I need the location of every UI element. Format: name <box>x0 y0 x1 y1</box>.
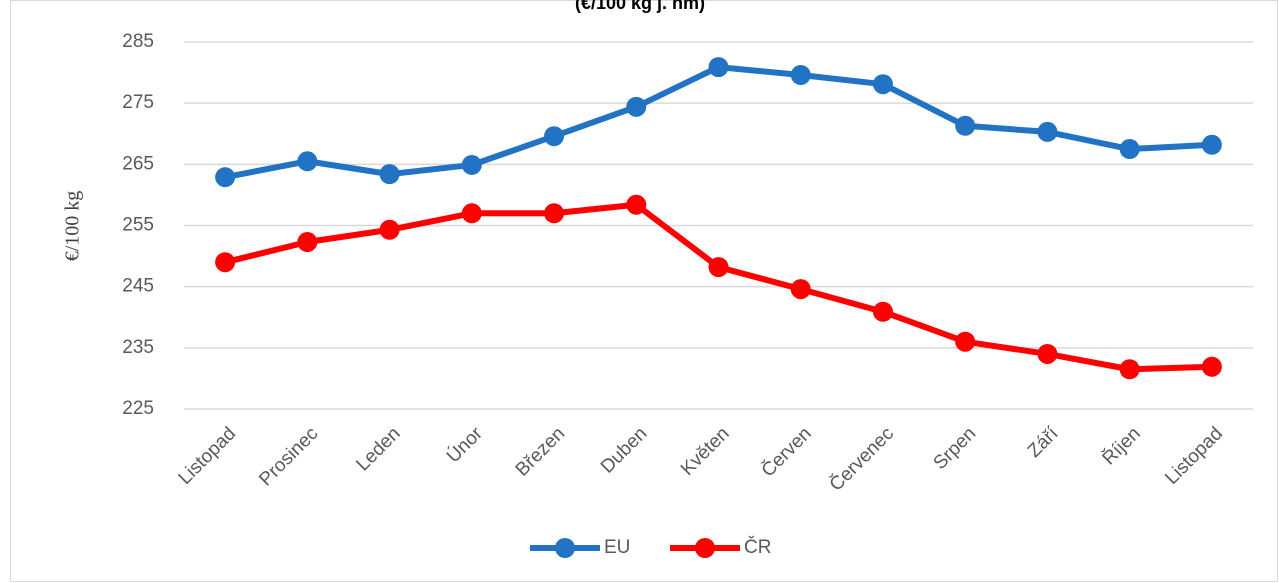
chart-title: (€/100 kg j. hm) <box>575 0 705 13</box>
legend-label: EU <box>604 537 630 558</box>
x-tick-label: Září <box>1024 423 1063 462</box>
x-tick-label: Červenec <box>825 423 898 496</box>
y-tick-label: 255 <box>122 215 154 236</box>
point <box>1119 139 1140 160</box>
y-tick-label: 285 <box>122 31 154 52</box>
legend-label: ČR <box>744 536 771 558</box>
point <box>1119 359 1140 380</box>
x-tick-label: Červen <box>757 423 816 482</box>
y-tick-label: 265 <box>122 153 154 174</box>
x-tick-label: Říjen <box>1098 423 1145 470</box>
point <box>215 167 236 188</box>
point <box>955 115 976 136</box>
x-tick-label: Listopad <box>175 423 241 489</box>
point <box>379 219 400 240</box>
point <box>626 194 647 215</box>
point <box>872 74 893 95</box>
legend-marker <box>695 538 715 558</box>
point <box>215 252 236 273</box>
x-tick-label: Duben <box>597 423 651 477</box>
point <box>790 65 811 86</box>
point <box>379 164 400 185</box>
x-tick-label: Listopad <box>1161 423 1227 489</box>
point <box>1201 356 1222 377</box>
y-tick-label: 235 <box>122 337 154 358</box>
point <box>790 279 811 300</box>
x-tick-label: Březen <box>512 423 569 480</box>
point <box>544 203 565 224</box>
point <box>1201 134 1222 155</box>
x-tick-label: Prosinec <box>255 423 322 490</box>
y-tick-label: 275 <box>122 92 154 113</box>
point <box>461 203 482 224</box>
point <box>1037 121 1058 142</box>
point <box>708 57 729 78</box>
point <box>955 331 976 352</box>
point <box>297 151 318 172</box>
point <box>708 257 729 278</box>
point <box>544 126 565 147</box>
point <box>297 232 318 253</box>
x-tick-label: Leden <box>352 423 404 475</box>
legend-marker <box>555 538 575 558</box>
chart-frame <box>10 0 1278 582</box>
point <box>872 301 893 322</box>
point <box>1037 343 1058 364</box>
y-axis-label: €/100 kg <box>62 191 84 262</box>
x-tick-label: Únor <box>442 422 487 467</box>
y-tick-label: 225 <box>122 398 154 419</box>
series-line <box>224 64 1213 181</box>
point <box>461 154 482 175</box>
y-tick-label: 245 <box>122 276 154 297</box>
x-tick-label: Květen <box>677 423 734 480</box>
point <box>626 96 647 117</box>
x-tick-label: Srpen <box>930 423 981 474</box>
